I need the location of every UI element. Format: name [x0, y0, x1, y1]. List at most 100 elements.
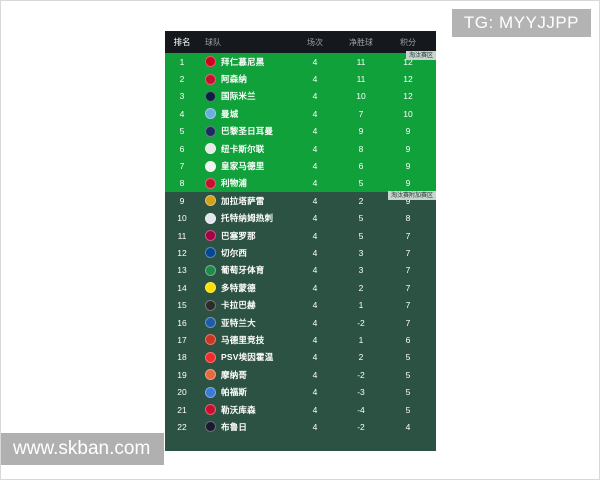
table-row[interactable]: 8 利物浦 4 5 9	[165, 174, 436, 193]
team-crest-icon	[205, 212, 216, 224]
cell-points: 7	[405, 317, 411, 328]
cell-goal-diff: 1	[358, 334, 364, 345]
table-row[interactable]: 5 巴黎圣日耳曼 4 9 9	[165, 122, 436, 140]
table-row[interactable]: 4 曼城 4 7 10	[165, 105, 436, 123]
team-name-label: 葡萄牙体育	[221, 265, 265, 276]
cell-goal-diff: 5	[358, 230, 364, 241]
cell-points: 10	[403, 108, 413, 119]
cell-rank: 22	[177, 421, 187, 432]
header-goal-diff: 净胜球	[349, 37, 373, 47]
table-row[interactable]: 9 加拉塔萨雷 4 2 9	[165, 192, 436, 210]
table-row[interactable]: 19 摩纳哥 4 -2 5	[165, 366, 436, 384]
cell-rank: 1	[179, 56, 185, 67]
cell-points: 12	[403, 91, 413, 102]
table-row[interactable]: 17 马德里竞技 4 1 6	[165, 331, 436, 349]
team-name-label: 曼城	[221, 108, 239, 119]
cell-points: 4	[405, 421, 411, 432]
team-crest-icon	[205, 143, 216, 155]
table-row[interactable]: 22 布鲁日 4 -2 4	[165, 418, 436, 436]
cell-team: 曼城	[199, 108, 294, 120]
team-name-label: 切尔西	[221, 247, 248, 258]
telegram-watermark: TG: MYYJJPP	[451, 9, 591, 37]
team-name-label: 加拉塔萨雷	[221, 195, 265, 206]
table-row[interactable]: 1 拜仁慕尼黑 4 11 12	[165, 53, 436, 71]
team-crest-icon	[205, 351, 216, 363]
cell-goal-diff: 5	[358, 213, 364, 224]
cell-rank: 11	[177, 230, 187, 241]
cell-team: 马德里竞技	[199, 334, 294, 346]
team-name-label: 帕福斯	[221, 387, 248, 398]
table-header-row: 排名 球队 场次 净胜球 积分	[165, 31, 436, 53]
cell-points: 6	[405, 334, 411, 345]
team-crest-icon	[205, 177, 216, 189]
cell-goal-diff: 9	[358, 126, 364, 137]
table-row[interactable]: 13 葡萄牙体育 4 3 7	[165, 261, 436, 280]
cell-rank: 8	[179, 178, 185, 189]
team-crest-icon	[205, 334, 216, 346]
cell-team: 亚特兰大	[199, 317, 294, 329]
table-row[interactable]: 6 纽卡斯尔联 4 8 9	[165, 139, 436, 158]
cell-team: PSV埃因霍温	[199, 351, 294, 363]
cell-goal-diff: 7	[358, 108, 364, 119]
cell-points: 9	[405, 143, 411, 154]
table-row[interactable]: 18 PSV埃因霍温 4 2 5	[165, 348, 436, 367]
table-row[interactable]: 15 卡拉巴赫 4 1 7	[165, 296, 436, 314]
site-watermark: www.skban.com	[1, 433, 165, 465]
cell-goal-diff: -2	[357, 369, 365, 380]
table-row[interactable]: 7 皇家马德里 4 6 9	[165, 157, 436, 175]
cell-goal-diff: 5	[358, 178, 364, 189]
team-name-label: 摩纳哥	[221, 369, 248, 380]
cell-goal-diff: 3	[358, 265, 364, 276]
table-row[interactable]: 10 托特纳姆热刺 4 5 8	[165, 209, 436, 227]
cell-goal-diff: 2	[358, 282, 364, 293]
cell-played: 4	[312, 230, 318, 241]
cell-team: 帕福斯	[199, 386, 294, 398]
cell-played: 4	[312, 352, 318, 363]
cell-team: 巴塞罗那	[199, 230, 294, 242]
cell-points: 7	[405, 300, 411, 311]
cell-played: 4	[312, 387, 318, 398]
cell-rank: 14	[177, 282, 187, 293]
cell-goal-diff: -4	[357, 404, 365, 415]
cell-played: 4	[312, 143, 318, 154]
cell-points: 9	[405, 178, 411, 189]
cell-points: 8	[405, 213, 411, 224]
cell-goal-diff: 6	[358, 161, 364, 172]
cell-played: 4	[312, 126, 318, 137]
header-team: 球队	[205, 37, 221, 47]
cell-points: 9	[405, 195, 411, 206]
table-row[interactable]: 21 勒沃库森 4 -4 5	[165, 400, 436, 419]
table-row[interactable]: 11 巴塞罗那 4 5 7	[165, 226, 436, 245]
cell-team: 国际米兰	[199, 90, 294, 102]
table-row[interactable]: 16 亚特兰大 4 -2 7	[165, 313, 436, 332]
team-name-label: 皇家马德里	[221, 161, 265, 172]
cell-rank: 17	[177, 334, 187, 345]
team-name-label: 托特纳姆热刺	[221, 213, 274, 224]
table-row[interactable]: 20 帕福斯 4 -3 5	[165, 383, 436, 401]
table-row[interactable]: 3 国际米兰 4 10 12	[165, 87, 436, 106]
cell-played: 4	[312, 247, 318, 258]
cell-played: 4	[312, 195, 318, 206]
team-name-label: 卡拉巴赫	[221, 300, 256, 311]
cell-points: 12	[403, 74, 413, 85]
team-crest-icon	[205, 90, 216, 102]
table-row[interactable]: 12 切尔西 4 3 7	[165, 244, 436, 262]
table-row[interactable]: 14 多特蒙德 4 2 7	[165, 279, 436, 297]
standings-panel: 排名 球队 场次 净胜球 积分 1 拜仁慕尼黑 4 11 12 2 阿森纳 4 11 12 3 国际米…	[165, 31, 436, 451]
table-row[interactable]: 2 阿森纳 4 11 12	[165, 70, 436, 88]
cell-goal-diff: 10	[356, 91, 366, 102]
team-crest-icon	[205, 282, 216, 294]
header-points: 积分	[400, 37, 416, 47]
team-name-label: 布鲁日	[221, 421, 248, 432]
cell-team: 纽卡斯尔联	[199, 143, 294, 155]
team-name-label: 拜仁慕尼黑	[221, 56, 265, 67]
cell-played: 4	[312, 334, 318, 345]
cell-rank: 16	[177, 317, 187, 328]
team-name-label: 巴黎圣日耳曼	[221, 126, 274, 137]
cell-played: 4	[312, 369, 318, 380]
cell-played: 4	[312, 74, 318, 85]
cell-rank: 3	[179, 91, 185, 102]
cell-team: 勒沃库森	[199, 404, 294, 416]
team-name-label: 纽卡斯尔联	[221, 143, 265, 154]
cell-rank: 18	[177, 352, 187, 363]
